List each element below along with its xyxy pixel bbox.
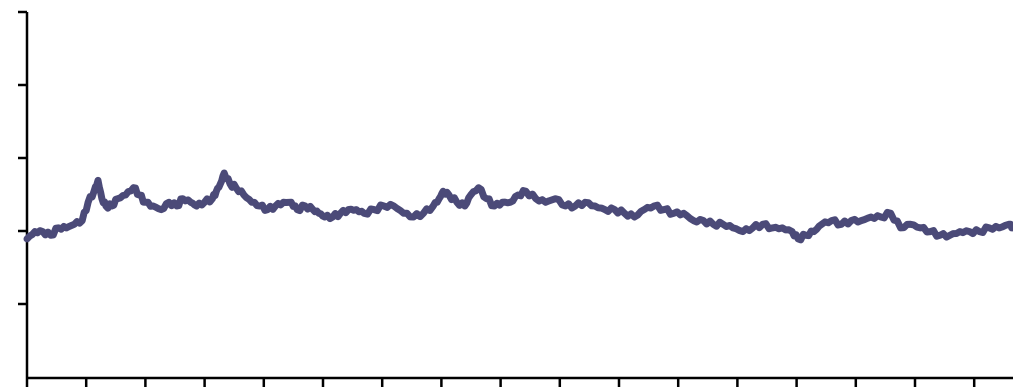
series-line-1 [23,169,1013,244]
x-ticks [25,378,976,387]
x-axis [25,376,1013,387]
series-layer [23,169,1013,244]
y-ticks [18,10,27,306]
y-axis [18,10,29,378]
